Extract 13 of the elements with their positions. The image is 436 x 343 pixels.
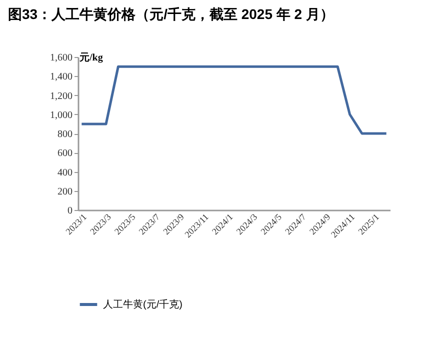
line-series	[80, 65, 388, 135]
y-axis-title: 元/kg	[78, 52, 103, 64]
y-tick-label: 1,400	[50, 72, 72, 83]
y-tick-label: 400	[58, 167, 72, 178]
y-tick-label: 0	[68, 206, 72, 216]
y-tick-label: 600	[58, 148, 72, 160]
y-tick-label: 200	[58, 186, 72, 198]
y-tick-label: 800	[58, 129, 72, 140]
legend-label: 人工牛黄(元/千克)	[103, 298, 182, 310]
y-tick-label: 1,200	[50, 90, 72, 102]
y-tick-label: 1,000	[50, 110, 72, 121]
chart-title: 图33：人工牛黄价格（元/千克，截至 2025 年 2 月）	[8, 6, 334, 22]
y-tick-label: 1,600	[50, 52, 72, 64]
